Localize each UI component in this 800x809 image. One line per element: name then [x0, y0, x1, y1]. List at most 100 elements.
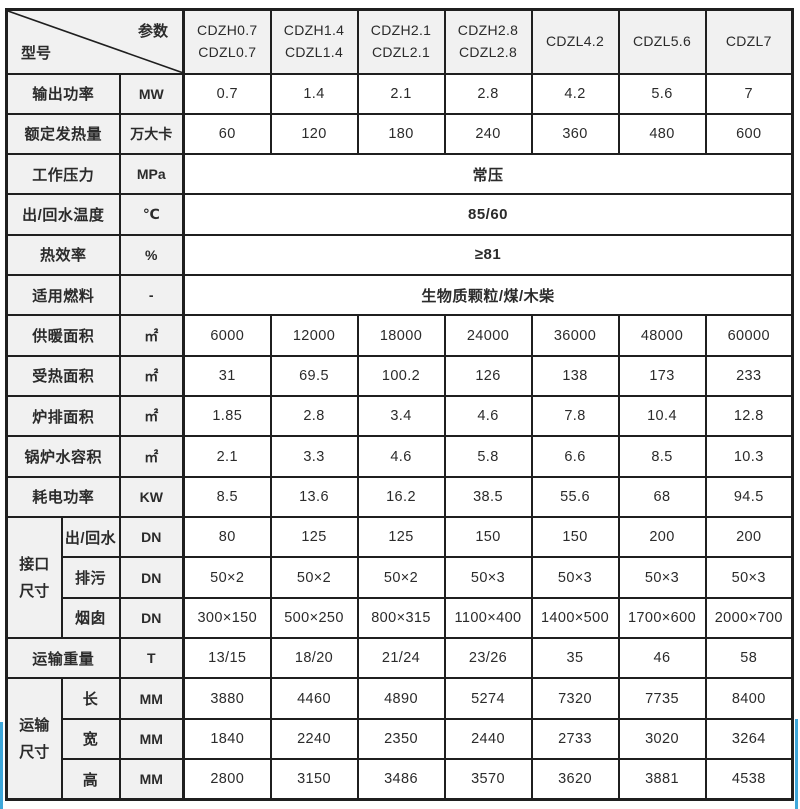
value-cell: 50×2 — [182, 556, 272, 599]
value-cell: 126 — [443, 354, 533, 398]
value-cell: 2440 — [443, 717, 533, 761]
spec-table-row: 出/回水温度 ℃ 85/60 — [5, 193, 794, 236]
value-cell: 500×250 — [269, 596, 359, 640]
value-cell: 3881 — [617, 758, 707, 801]
value-cell: 38.5 — [443, 475, 533, 519]
row-label: 运输重量 — [5, 637, 121, 680]
value-cell: 2.1 — [356, 72, 446, 115]
row-label: 额定发热量 — [5, 112, 121, 156]
corner-model-label: 型号 — [21, 44, 52, 62]
value-cell: 1700×600 — [617, 596, 707, 640]
value-cell: 12000 — [269, 314, 359, 357]
boiler-spec-table: 参数 型号 CDZH0.7 CDZL0.7 CDZH1.4 CDZL1.4 CDZH… — [5, 8, 795, 801]
row-label: 热效率 — [5, 233, 121, 277]
row-label: 高 — [60, 758, 121, 801]
value-cell: 50×2 — [269, 556, 359, 599]
row-label: 工作压力 — [5, 153, 121, 196]
row-unit: T — [118, 637, 186, 680]
value-cell: 2.8 — [269, 395, 359, 438]
value-cell: 1840 — [182, 717, 272, 761]
value-cell: 10.4 — [617, 395, 707, 438]
value-cell: 7735 — [617, 677, 707, 720]
model-column-header: CDZL5.6 — [617, 8, 707, 75]
value-cell: 4890 — [356, 677, 446, 720]
value-cell: 4.2 — [530, 72, 620, 115]
value-cell: 50×2 — [356, 556, 446, 599]
row-label: 耗电功率 — [5, 475, 121, 519]
row-label: 出/回水 — [60, 516, 121, 559]
row-unit: MPa — [118, 153, 186, 196]
value-cell: 8400 — [704, 677, 794, 720]
row-unit: DN — [118, 516, 186, 559]
row-unit: DN — [118, 596, 186, 640]
row-unit: ㎡ — [118, 354, 186, 398]
value-cell: 60 — [182, 112, 272, 156]
model-column-header: CDZL4.2 — [530, 8, 620, 75]
value-cell: 7 — [704, 72, 794, 115]
value-cell: 1100×400 — [443, 596, 533, 640]
value-cell: 7.8 — [530, 395, 620, 438]
value-cell: 125 — [356, 516, 446, 559]
model-column-header: CDZH2.1 CDZL2.1 — [356, 8, 446, 75]
row-unit: MM — [118, 758, 186, 801]
value-cell: 35 — [530, 637, 620, 680]
value-cell: 12.8 — [704, 395, 794, 438]
row-unit: ㎡ — [118, 435, 186, 478]
value-cell: 68 — [617, 475, 707, 519]
spec-table-row: 接口 尺寸 出/回水 DN 80 125 125 150 150 200 200 — [5, 516, 794, 640]
corner-param-label: 参数 — [138, 23, 169, 40]
value-cell: 200 — [704, 516, 794, 559]
value-cell: 36000 — [530, 314, 620, 357]
value-cell: 4.6 — [443, 395, 533, 438]
value-cell: 50×3 — [617, 556, 707, 599]
value-cell: 60000 — [704, 314, 794, 357]
merged-value-cell: 常压 — [182, 153, 794, 196]
spec-table-row: 高 MM 2800 3150 3486 3570 3620 3881 4538 — [7, 758, 794, 801]
value-cell: 69.5 — [269, 354, 359, 398]
value-cell: 2000×700 — [704, 596, 794, 640]
value-cell: 600 — [704, 112, 794, 156]
row-unit: - — [118, 274, 186, 317]
row-label: 宽 — [60, 717, 121, 761]
value-cell: 3150 — [269, 758, 359, 801]
value-cell: 3.4 — [356, 395, 446, 438]
row-unit: ℃ — [118, 193, 186, 236]
value-cell: 125 — [269, 516, 359, 559]
merged-value-cell: 生物质颗粒/煤/木柴 — [182, 274, 794, 317]
value-cell: 16.2 — [356, 475, 446, 519]
row-label: 排污 — [60, 556, 121, 599]
spec-table-row: 排污 DN 50×2 50×2 50×2 50×3 50×3 50×3 50×3 — [7, 556, 794, 599]
value-cell: 3570 — [443, 758, 533, 801]
row-unit: MW — [118, 72, 186, 115]
value-cell: 80 — [182, 516, 272, 559]
value-cell: 300×150 — [182, 596, 272, 640]
row-label: 出/回水温度 — [5, 193, 121, 236]
spec-table-row: 工作压力 MPa 常压 — [5, 153, 794, 196]
value-cell: 180 — [356, 112, 446, 156]
value-cell: 1.85 — [182, 395, 272, 438]
value-cell: 7320 — [530, 677, 620, 720]
value-cell: 31 — [182, 354, 272, 398]
value-cell: 0.7 — [182, 72, 272, 115]
value-cell: 3020 — [617, 717, 707, 761]
value-cell: 3.3 — [269, 435, 359, 478]
row-group-label: 运输 尺寸 — [5, 677, 63, 801]
row-unit: ㎡ — [118, 314, 186, 357]
spec-table-row: 运输 尺寸长 MM 3880 4460 4890 5274 7320 7735 8400 — [5, 677, 794, 801]
value-cell: 13.6 — [269, 475, 359, 519]
model-column-header: CDZH2.8 CDZL2.8 — [443, 8, 533, 75]
row-label: 供暖面积 — [5, 314, 121, 357]
value-cell: 58 — [704, 637, 794, 680]
row-unit: KW — [118, 475, 186, 519]
spec-table-row: 热效率% ≥81 — [5, 233, 794, 277]
model-column-header: CDZH0.7 CDZL0.7 — [182, 8, 272, 75]
value-cell: 100.2 — [356, 354, 446, 398]
value-cell: 18/20 — [269, 637, 359, 680]
value-cell: 120 — [269, 112, 359, 156]
spec-table-row: 运输重量 T 13/15 18/20 21/24 23/26 35 46 58 — [5, 637, 794, 680]
value-cell: 3264 — [704, 717, 794, 761]
row-label: 输出功率 — [5, 72, 121, 115]
row-unit: MM — [118, 717, 186, 761]
